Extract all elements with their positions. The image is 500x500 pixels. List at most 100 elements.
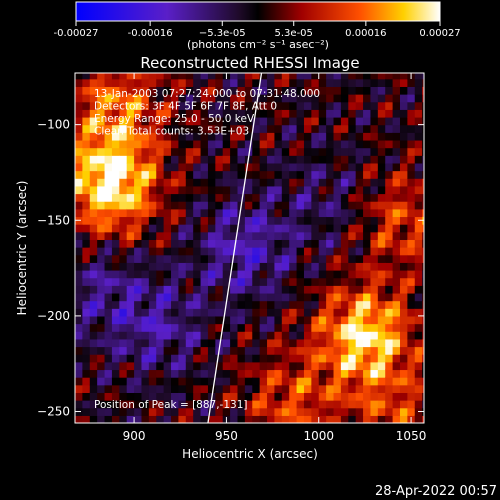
heatmap-cell (326, 178, 335, 187)
heatmap-cell (148, 384, 157, 393)
heatmap-cell (134, 338, 143, 348)
heatmap-cell (340, 116, 349, 126)
heatmap-cell (141, 400, 150, 409)
heatmap-cell (82, 392, 91, 401)
heatmap-cell (296, 178, 305, 187)
heatmap-cell (163, 224, 172, 233)
heatmap-cell (399, 94, 408, 103)
heatmap-cell (296, 208, 305, 218)
heatmap-cell (385, 354, 394, 363)
heatmap-cell (163, 254, 172, 263)
heatmap-cell (348, 178, 357, 187)
heatmap-cell (274, 254, 283, 263)
heatmap-cell (385, 101, 394, 110)
heatmap-cell (119, 116, 128, 126)
heatmap-cell (326, 78, 335, 87)
heatmap-cell (200, 415, 209, 423)
heatmap-cell (215, 147, 224, 156)
heatmap-cell (111, 139, 120, 149)
heatmap-cell (222, 124, 231, 133)
heatmap-cell (303, 162, 312, 172)
heatmap-cell (392, 354, 401, 363)
heatmap-cell (244, 185, 253, 195)
heatmap-cell (222, 315, 231, 325)
heatmap-cell (355, 155, 364, 164)
heatmap-cell (178, 331, 187, 340)
heatmap-cell (289, 178, 298, 187)
heatmap-cell (399, 315, 408, 325)
heatmap-cell (75, 94, 83, 103)
heatmap-cell (193, 384, 202, 393)
heatmap-cell (215, 300, 224, 309)
heatmap-cell (230, 338, 239, 348)
heatmap-cell (267, 86, 276, 95)
heatmap-cell (104, 101, 113, 110)
heatmap-cell (340, 170, 349, 179)
heatmap-cell (111, 361, 120, 371)
heatmap-cell (422, 109, 424, 118)
heatmap-cell (134, 407, 143, 416)
heatmap-cell (274, 415, 283, 423)
heatmap-cell (97, 323, 106, 332)
heatmap-cell (89, 254, 98, 263)
heatmap-cell (326, 109, 335, 118)
heatmap-cell (363, 147, 372, 156)
heatmap-cell (237, 315, 246, 325)
heatmap-cell (311, 384, 320, 393)
heatmap-cell (385, 369, 394, 378)
heatmap-cell (126, 124, 135, 133)
heatmap-cell (200, 300, 209, 309)
heatmap-cell (75, 308, 83, 317)
heatmap-cell (392, 224, 401, 233)
colorbar-tick-label: 0.00016 (345, 28, 386, 39)
heatmap-cell (274, 331, 283, 340)
heatmap-cell (244, 361, 253, 371)
heatmap-cell (178, 384, 187, 393)
heatmap-cell (385, 147, 394, 156)
heatmap-cell (370, 101, 379, 110)
heatmap-cell (75, 354, 83, 363)
heatmap-cell (363, 315, 372, 325)
heatmap-cell (193, 285, 202, 294)
heatmap-cell (414, 331, 423, 340)
heatmap-cell (134, 94, 143, 103)
heatmap-cell (363, 231, 372, 240)
heatmap-cell (281, 193, 290, 202)
heatmap-cell (267, 377, 276, 386)
heatmap-cell (200, 239, 209, 248)
heatmap-cell (399, 193, 408, 202)
heatmap-cell (171, 308, 180, 317)
heatmap-cell (311, 155, 320, 164)
heatmap-cell (163, 247, 172, 256)
heatmap-cell (259, 269, 268, 279)
heatmap-cell (126, 86, 135, 95)
heatmap-cell (259, 239, 268, 248)
heatmap-cell (348, 124, 357, 133)
heatmap-cell (370, 208, 379, 218)
heatmap-cell (311, 369, 320, 378)
heatmap-cell (422, 139, 424, 149)
heatmap-cell (363, 369, 372, 378)
heatmap-cell (414, 73, 423, 80)
heatmap-cell (193, 338, 202, 348)
heatmap-cell (141, 155, 150, 164)
heatmap-cell (252, 377, 261, 386)
heatmap-cell (215, 369, 224, 378)
heatmap-cell (200, 285, 209, 294)
heatmap-cell (82, 239, 91, 248)
heatmap-cell (274, 277, 283, 286)
heatmap-cell (296, 101, 305, 110)
heatmap-cell (163, 384, 172, 393)
heatmap-cell (156, 369, 165, 378)
heatmap-cell (274, 185, 283, 195)
heatmap-cell (126, 132, 135, 141)
heatmap-cell (237, 185, 246, 195)
heatmap-cell (363, 392, 372, 401)
heatmap-cell (97, 384, 106, 393)
heatmap-cell (267, 308, 276, 317)
heatmap-cell (311, 178, 320, 187)
heatmap-cell (318, 185, 327, 195)
heatmap-cell (244, 338, 253, 348)
heatmap-cell (289, 78, 298, 87)
heatmap-cell (230, 132, 239, 141)
